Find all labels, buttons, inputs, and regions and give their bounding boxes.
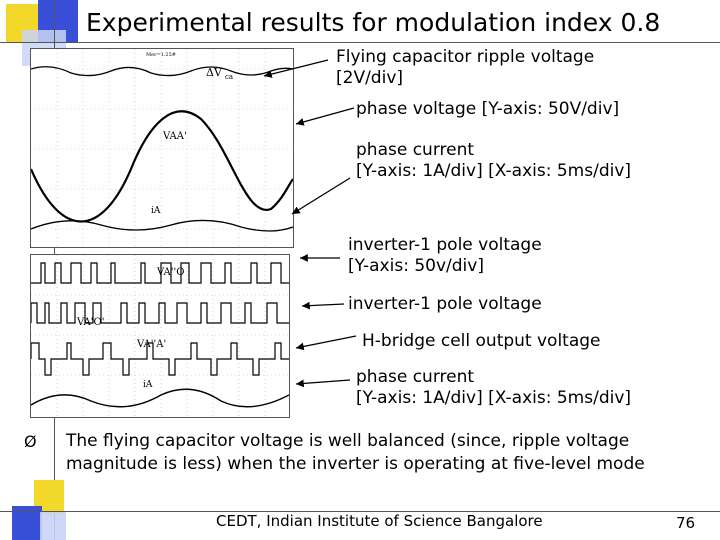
scope2-label-2: VA'O' [76,317,104,328]
slide-title: Experimental results for modulation inde… [86,8,661,37]
annotation-phase-current: phase current [Y-axis: 1A/div] [X-axis: … [356,140,631,182]
arrow-phase-voltage [295,107,355,126]
grid-bottom [31,255,289,417]
scope2-label-1: VA''O [156,267,184,278]
scope1-header-left: Mer=1.25# [146,52,176,58]
page-number: 76 [676,514,696,532]
scope1-phase-label: VAA' [162,131,187,142]
scope1-ripple-sub: ca [225,73,233,81]
trace-phase-current-2 [31,388,289,408]
annotation-pole-voltage-line1: inverter-1 pole voltage [348,235,542,255]
oscilloscope-plot-bottom: VA''O VA'O' VA''A' iA [30,254,290,418]
oscilloscope-bottom-svg: VA''O VA'O' VA''A' iA [31,255,289,417]
scope1-ripple-label: ΔV [206,66,223,79]
decor-line-horizontal [0,42,720,43]
annotation-phase-current-line2: [Y-axis: 1A/div] [X-axis: 5ms/div] [356,161,632,181]
annotation-ripple-line1: Flying capacitor ripple voltage [336,47,595,67]
oscilloscope-plot-top: Mer=1.25# ΔV ca VAA' iA [30,48,294,248]
trace-phase-voltage [31,110,293,223]
trace-pole-voltage-1 [31,262,289,284]
scope1-current-label: iA [151,206,161,216]
trace-pole-voltage-2 [31,302,289,324]
annotation-phase-current-2-line2: [Y-axis: 1A/div] [X-axis: 5ms/div] [356,388,632,408]
annotation-phase-voltage: phase voltage [Y-axis: 50V/div] [356,99,620,119]
arrow-pole-voltage-2 [301,301,345,310]
oscilloscope-top-svg: Mer=1.25# ΔV ca VAA' iA [31,49,293,247]
annotation-phase-current-2-line1: phase current [356,367,475,387]
bullet-text: The flying capacitor voltage is well bal… [66,431,645,474]
annotation-hbridge-voltage: H-bridge cell output voltage [362,331,601,351]
annotation-ripple-voltage: Flying capacitor ripple voltage [2V/div] [336,47,594,89]
arrow-phase-current [291,177,351,215]
annotation-pole-voltage-line2: [Y-axis: 50v/div] [348,256,484,276]
annotation-pole-voltage-2: inverter-1 pole voltage [348,294,542,314]
annotation-pole-voltage-1: inverter-1 pole voltage [Y-axis: 50v/div… [348,235,542,277]
decor-line-footer [0,511,720,512]
annotation-phase-current-2: phase current [Y-axis: 1A/div] [X-axis: … [356,367,631,409]
annotation-phase-current-line1: phase current [356,140,475,160]
arrow-hbridge [295,335,357,351]
trace-hbridge-voltage [31,342,289,376]
bullet-marker-icon: Ø [24,432,37,451]
arrow-phase-current-2 [295,379,351,388]
decor-square-light-bottom [40,512,66,540]
trace-phase-current [31,219,293,232]
annotation-ripple-line2: [2V/div] [336,68,404,88]
footer-text: CEDT, Indian Institute of Science Bangal… [216,512,543,530]
scope2-label-4: iA [143,380,153,390]
grid-top [31,49,293,247]
scope2-label-3: VA''A' [136,339,166,350]
trace-ripple-voltage [31,66,293,77]
